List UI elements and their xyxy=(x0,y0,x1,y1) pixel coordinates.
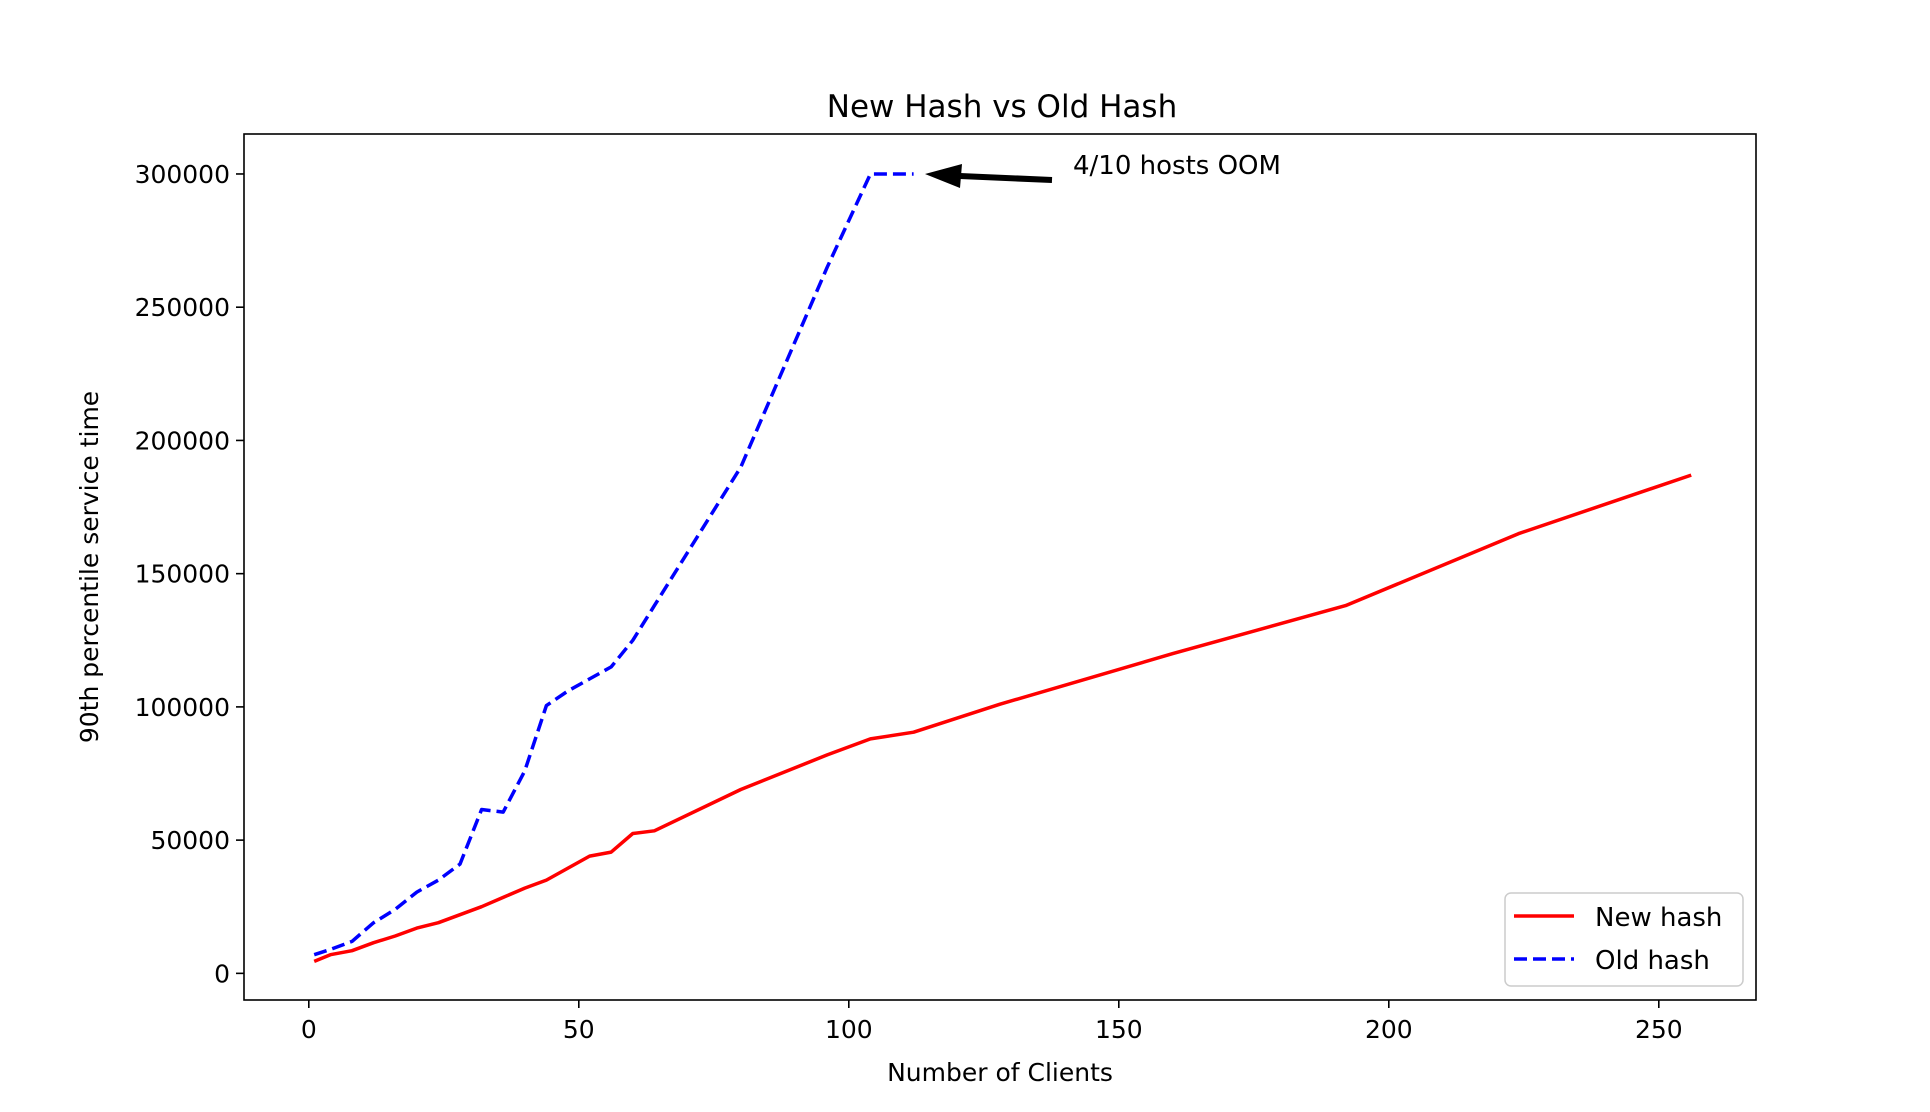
legend-label-old-hash: Old hash xyxy=(1595,946,1710,976)
y-tick-label: 100000 xyxy=(135,693,230,722)
y-tick-label: 300000 xyxy=(135,160,230,189)
x-tick-label: 50 xyxy=(563,1015,595,1044)
annotation-text: 4/10 hosts OOM xyxy=(1073,151,1281,181)
x-tick-label: 200 xyxy=(1365,1015,1413,1044)
x-tick-label: 100 xyxy=(825,1015,873,1044)
annotation: 4/10 hosts OOM xyxy=(925,151,1281,188)
y-tick-label: 0 xyxy=(214,959,230,988)
x-tick-label: 250 xyxy=(1635,1015,1683,1044)
series-line-new-hash xyxy=(313,473,1692,964)
y-tick-label: 50000 xyxy=(150,826,230,855)
y-axis-label: 90th percentile service time xyxy=(75,391,104,743)
y-tick-label: 250000 xyxy=(135,293,230,322)
legend: New hash Old hash xyxy=(1504,892,1744,987)
chart-title: New Hash vs Old Hash xyxy=(827,89,1177,125)
y-axis: 0 50000 100000 150000 200000 250000 300000 xyxy=(135,160,244,988)
y-tick-label: 150000 xyxy=(135,560,230,589)
x-tick-label: 0 xyxy=(301,1015,317,1044)
plot-area xyxy=(313,172,1692,964)
y-tick-label: 200000 xyxy=(135,426,230,455)
x-axis-label: Number of Clients xyxy=(887,1058,1113,1087)
x-tick-label: 150 xyxy=(1095,1015,1143,1044)
legend-label-new-hash: New hash xyxy=(1595,903,1722,933)
annotation-arrow-shaft xyxy=(959,173,1053,183)
annotation-arrow-head xyxy=(925,164,962,188)
plot-frame xyxy=(243,133,1757,1001)
x-axis: 0 50 100 150 200 250 xyxy=(301,1000,1683,1044)
series-line-old-hash xyxy=(313,172,914,957)
